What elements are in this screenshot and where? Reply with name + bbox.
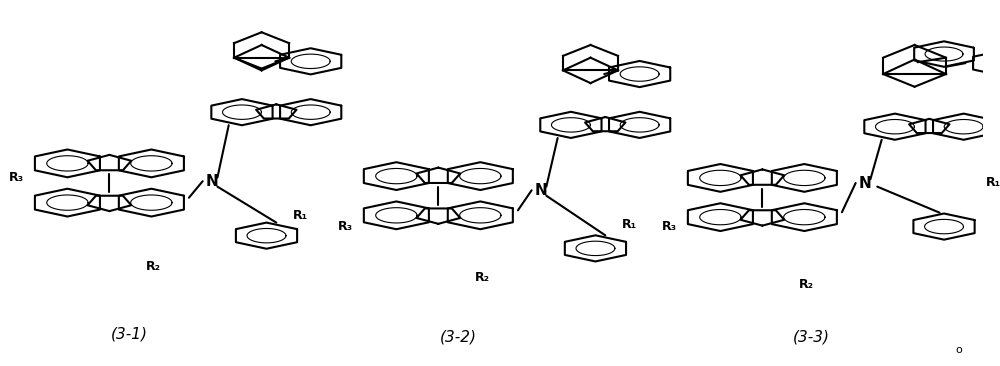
Text: (3-3): (3-3)	[793, 330, 830, 345]
Text: R₂: R₂	[799, 278, 814, 291]
Text: R₃: R₃	[337, 220, 353, 233]
Text: N: N	[535, 183, 548, 198]
Text: R₃: R₃	[9, 171, 24, 184]
Text: o: o	[955, 345, 962, 355]
Text: R₁: R₁	[293, 209, 308, 222]
Text: R₃: R₃	[662, 220, 677, 233]
Text: N: N	[859, 176, 872, 190]
Text: R₁: R₁	[622, 218, 637, 231]
Text: (3-2): (3-2)	[439, 330, 476, 345]
Text: R₂: R₂	[146, 260, 161, 273]
Text: (3-1): (3-1)	[111, 326, 148, 341]
Text: R₂: R₂	[475, 271, 490, 284]
Text: N: N	[206, 174, 219, 189]
Text: R₁: R₁	[986, 176, 1000, 190]
